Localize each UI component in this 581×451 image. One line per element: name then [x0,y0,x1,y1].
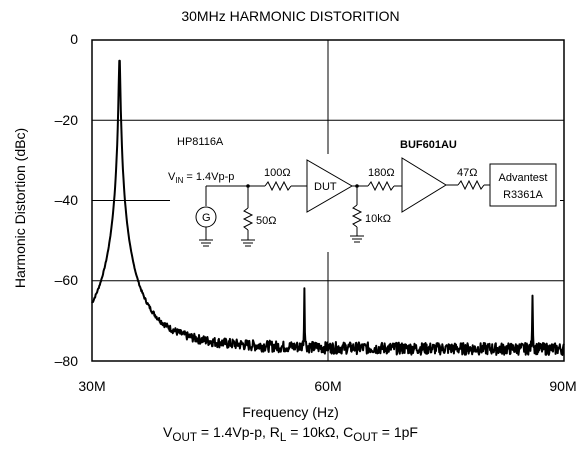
test-circuit-schematic: HP8116A VIN = 1.4Vp-p G 50Ω 100Ω DUT [168,136,560,252]
output-resistor-label: 47Ω [457,167,477,179]
buffer-label: BUF601AU [400,139,457,151]
generator-symbol: G [202,212,211,224]
dut-label: DUT [314,181,337,193]
input-resistor-label: 100Ω [264,167,291,179]
mid-resistor-label: 180Ω [368,167,395,179]
generator-label: HP8116A [177,136,224,148]
shunt-resistor-label: 50Ω [256,215,276,227]
analyzer-label-line2: R3361A [503,189,543,201]
load-resistor-label: 10kΩ [365,213,391,225]
analyzer-label-line1: Advantest [499,172,548,184]
